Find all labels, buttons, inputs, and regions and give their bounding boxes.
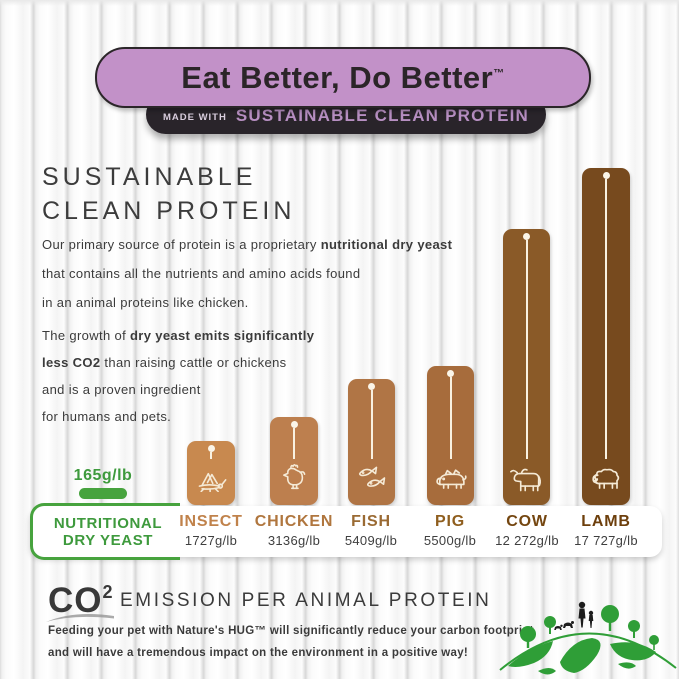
category-label-strip: [30, 506, 662, 557]
bar-lamb: [582, 168, 630, 505]
label-cow: COW 12 272g/lb: [495, 513, 559, 548]
trademark-symbol: ™: [493, 67, 505, 80]
cow-icon: [509, 464, 544, 497]
bar-pin: [368, 383, 375, 459]
chicken-icon: [279, 460, 309, 497]
label-pig: PIG 5500g/lb: [423, 513, 477, 548]
yeast-value-label: 165g/lb: [73, 467, 133, 484]
bar-pin: [523, 233, 530, 459]
sustainable-clean-protein-label: SUSTAINABLE CLEAN PROTEIN: [235, 106, 530, 125]
label-fish: FISH 5409g/lb: [344, 513, 398, 548]
bar-pin: [447, 370, 454, 459]
intro-line-1: Our primary source of protein is a propr…: [42, 237, 453, 252]
growth-paragraph: The growth of dry yeast emits significan…: [42, 322, 314, 430]
bar-pin: [207, 445, 215, 459]
footer-line-2: and will have a tremendous impact on the…: [48, 647, 469, 659]
growth-line-4: for humans and pets.: [42, 409, 172, 424]
brand-slogan: Eat Better, Do Better™: [181, 59, 505, 95]
bar-pin: [290, 421, 298, 459]
label-lamb: LAMB 17 727g/lb: [574, 513, 638, 548]
bar-chicken: [270, 417, 318, 505]
lamb-icon: [590, 464, 623, 497]
growth-line-3: and is a proven ingredient: [42, 382, 201, 397]
intro-line-2: that contains all the nutrients and amin…: [42, 266, 361, 281]
bar-fish: [348, 379, 395, 505]
made-with-label: MADE WITH: [162, 112, 227, 123]
footer-heading: EMISSION PER ANIMAL PROTEIN: [120, 590, 492, 611]
co2-logo: CO2: [48, 581, 114, 620]
pig-icon: [434, 464, 467, 497]
bar-insect: [187, 441, 235, 505]
co2-swoosh-graphic: [46, 614, 114, 622]
insect-icon: [195, 466, 227, 497]
green-earth-illustration: [499, 601, 677, 675]
growth-line-1: The growth of dry yeast emits significan…: [42, 328, 315, 343]
family-silhouette: [554, 601, 594, 630]
brand-banner: Eat Better, Do Better™: [95, 47, 591, 108]
bar-nutritional-dry-yeast: [79, 488, 127, 499]
bar-pig: [427, 366, 474, 505]
label-insect: INSECT 1727g/lb: [179, 513, 243, 548]
footer-text: Feeding your pet with Nature's HUG™ will…: [48, 620, 534, 664]
fish-icon: [356, 464, 388, 497]
intro-line-3: in an animal proteins like chicken.: [42, 295, 249, 310]
section-heading: SUSTAINABLE CLEAN PROTEIN: [42, 160, 295, 228]
bar-cow: [503, 229, 550, 505]
bar-pin: [602, 172, 610, 459]
heading-line-1: SUSTAINABLE: [42, 163, 257, 191]
heading-line-2: CLEAN PROTEIN: [42, 197, 296, 225]
co2-superscript: 2: [102, 582, 114, 602]
growth-line-2: less CO2 than raising cattle or chickens: [42, 355, 287, 370]
footer-line-1: Feeding your pet with Nature's HUG™ will…: [48, 625, 534, 637]
label-nutritional-dry-yeast: NUTRITIONAL DRY YEAST: [53, 515, 163, 549]
label-chicken: CHICKEN 3136g/lb: [254, 513, 334, 548]
intro-paragraph: Our primary source of protein is a propr…: [42, 230, 452, 317]
